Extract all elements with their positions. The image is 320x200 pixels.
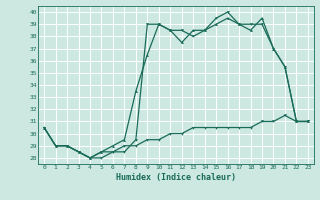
X-axis label: Humidex (Indice chaleur): Humidex (Indice chaleur) — [116, 173, 236, 182]
